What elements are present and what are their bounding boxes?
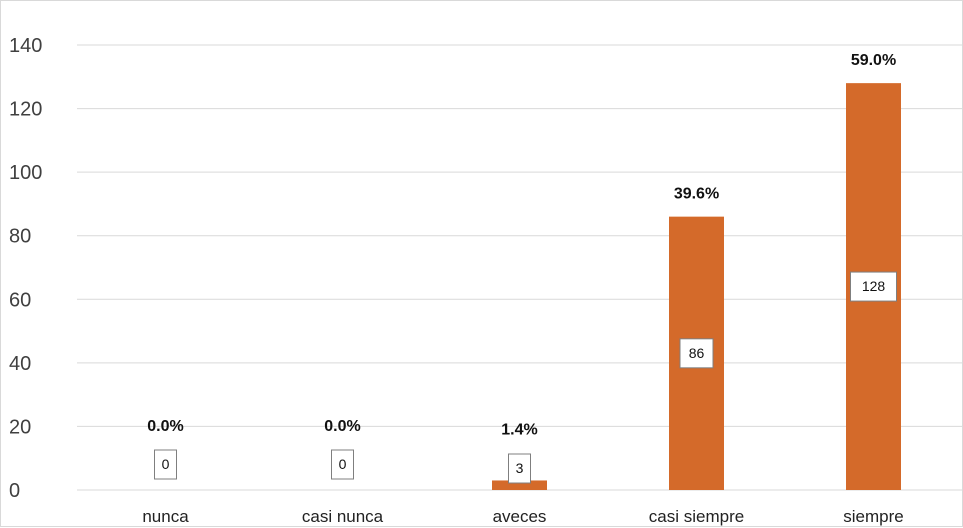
category-label: casi nunca	[302, 507, 384, 526]
percent-label: 0.0%	[324, 418, 360, 435]
value-label: 86	[689, 345, 705, 361]
value-label-box	[154, 449, 177, 480]
y-tick-label: 40	[9, 353, 31, 375]
bars	[492, 83, 901, 491]
x-axis-categories: nunca casi nunca aveces casi siempre siempre	[142, 507, 903, 526]
value-label-box	[679, 338, 714, 369]
percent-label: 1.4%	[501, 421, 537, 438]
value-label-box	[850, 271, 897, 302]
value-label-box	[508, 453, 531, 484]
y-tick-label: 100	[9, 162, 42, 184]
percent-label: 0.0%	[147, 418, 183, 435]
y-tick-label: 0	[9, 480, 20, 502]
category-label: aveces	[493, 507, 547, 526]
category-label: casi siempre	[649, 507, 744, 526]
y-tick-label: 120	[9, 99, 42, 121]
data-labels: 0.0% 0 0.0% 0 1.4% 3 39.6% 86 59.0% 128	[147, 52, 897, 484]
y-tick-label: 60	[9, 289, 31, 311]
value-label: 3	[516, 460, 524, 476]
percent-label: 59.0%	[851, 52, 896, 69]
value-label: 0	[162, 456, 170, 472]
percent-label: 39.6%	[674, 186, 719, 203]
y-tick-label: 20	[9, 416, 31, 438]
bar	[492, 480, 547, 490]
y-tick-label: 140	[9, 35, 42, 57]
value-label-box	[331, 449, 354, 480]
y-axis-ticks: 0 20 40 60 80 100 120 140	[9, 35, 42, 502]
y-tick-label: 80	[9, 226, 31, 248]
category-label: nunca	[142, 507, 189, 526]
value-label: 0	[339, 456, 347, 472]
gridlines	[77, 44, 962, 491]
category-label: siempre	[843, 507, 903, 526]
value-label: 128	[862, 278, 886, 294]
